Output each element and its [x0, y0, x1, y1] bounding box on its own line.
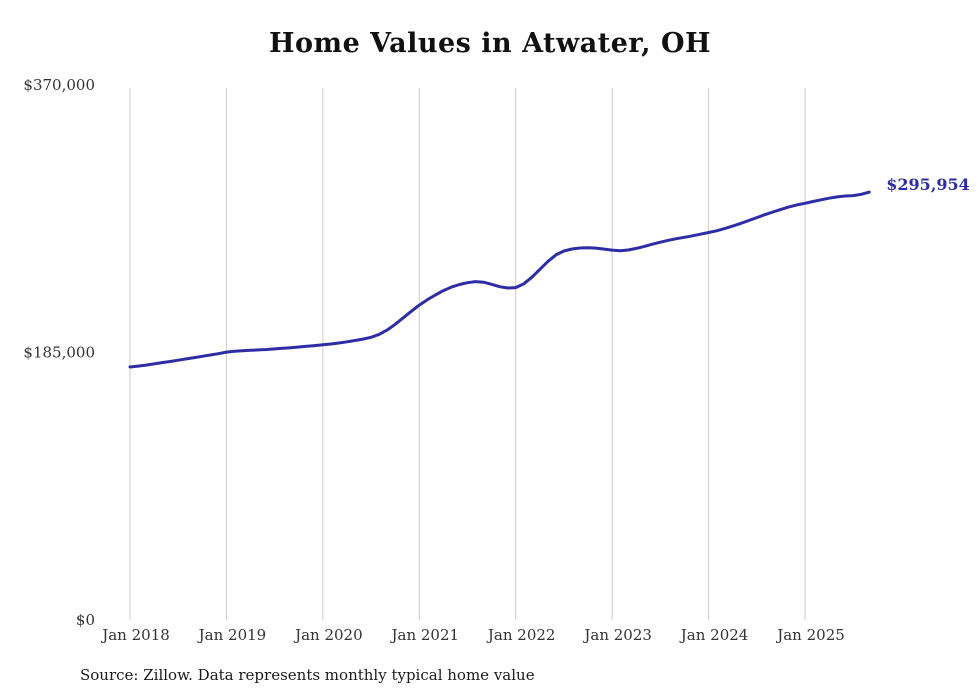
y-tick-label-185000: $185,000	[23, 344, 95, 362]
x-tick-label-jan-2022: Jan 2022	[486, 626, 556, 644]
x-tick-label-jan-2021: Jan 2021	[390, 626, 460, 644]
home-value-line	[128, 190, 871, 369]
y-tick-label-0: $0	[76, 611, 95, 629]
source-note: Source: Zillow. Data represents monthly …	[80, 666, 535, 684]
x-tick-label-jan-2024: Jan 2024	[679, 626, 749, 644]
y-tick-label-370000: $370,000	[23, 76, 95, 94]
x-tick-label-jan-2020: Jan 2020	[293, 626, 363, 644]
x-tick-label-jan-2023: Jan 2023	[582, 626, 652, 644]
x-tick-label-jan-2019: Jan 2019	[197, 626, 267, 644]
chart-title: Home Values in Atwater, OH	[268, 28, 711, 59]
end-value-label: $295,954	[886, 175, 970, 194]
x-tick-label-jan-2025: Jan 2025	[775, 626, 845, 644]
x-tick-label-jan-2018: Jan 2018	[100, 626, 170, 644]
